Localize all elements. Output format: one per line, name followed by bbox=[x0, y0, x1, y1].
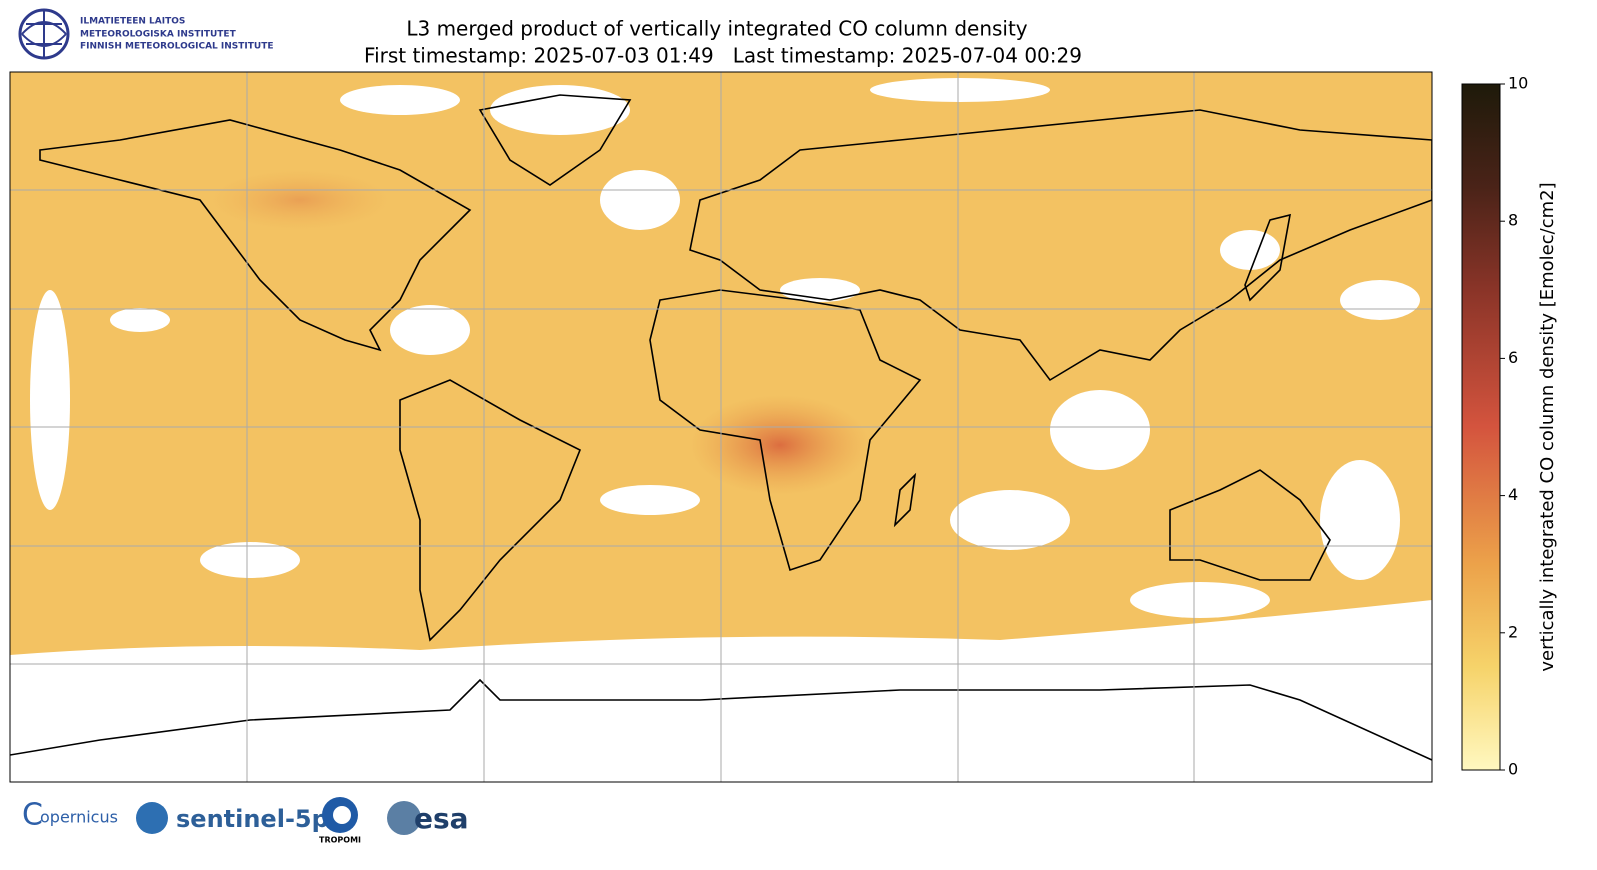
colorbar-tick-label: 6 bbox=[1508, 348, 1518, 367]
colorbar-tick-label: 2 bbox=[1508, 622, 1518, 641]
colorbar-label: vertically integrated CO column density … bbox=[1537, 182, 1558, 671]
institute-text: ILMATIETEEN LAITOS bbox=[80, 17, 185, 27]
colorbar: vertically integrated CO column density … bbox=[1461, 83, 1558, 771]
institute-text: METEOROLOGISKA INSTITUTET bbox=[80, 30, 237, 40]
title: L3 merged product of vertically integrat… bbox=[406, 17, 1027, 41]
colorbar-scale bbox=[1461, 83, 1501, 771]
map-frame bbox=[9, 71, 1433, 783]
logo-text: esa bbox=[414, 802, 469, 835]
logo-text: opernicus bbox=[40, 808, 118, 827]
map bbox=[10, 72, 1432, 782]
logo-text: TROPOMI bbox=[319, 836, 361, 845]
colorbar-tick-label: 4 bbox=[1508, 485, 1518, 504]
institute-logo: ILMATIETEEN LAITOS METEOROLOGISKA INSTIT… bbox=[18, 8, 274, 60]
colorbar-tick-label: 10 bbox=[1508, 74, 1528, 93]
subtitle: First timestamp: 2025-07-03 01:49 Last t… bbox=[364, 44, 1082, 68]
footer-logos: C opernicus sentinel-5p TROPOMI esa bbox=[22, 797, 469, 845]
logo-text: sentinel-5p bbox=[176, 805, 329, 833]
copernicus-c: C bbox=[22, 798, 43, 833]
colorbar-tick-label: 8 bbox=[1508, 211, 1518, 230]
colorbar-tick-label: 0 bbox=[1508, 760, 1518, 779]
institute-text: FINNISH METEOROLOGICAL INSTITUTE bbox=[80, 42, 274, 52]
